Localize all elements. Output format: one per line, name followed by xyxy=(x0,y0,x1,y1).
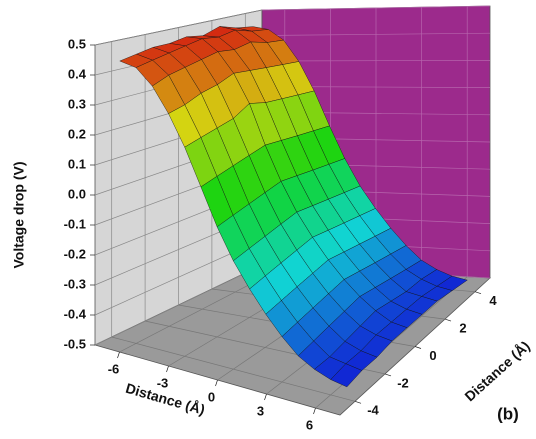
z-tick-label: 0.2 xyxy=(68,126,86,141)
y-axis-title: Distance (Å) xyxy=(461,338,532,405)
z-tick-label: -0.1 xyxy=(64,216,86,231)
y-tick-label: -4 xyxy=(367,403,379,418)
x-tick-label: -3 xyxy=(157,375,169,390)
tick-mark xyxy=(264,393,267,401)
z-tick-label: -0.4 xyxy=(64,306,87,321)
tick-mark xyxy=(414,346,422,349)
y-tick-label: 4 xyxy=(489,293,497,308)
labels: 0.5 0.4 0.3 0.2 0.1 0.0 -0.1 -0.2 -0.3 -0.4 -0.5 -6… xyxy=(64,36,498,432)
y-tick-label: 2 xyxy=(459,321,466,336)
z-tick-label: 0.3 xyxy=(68,96,86,111)
z-tick-label: -0.5 xyxy=(64,336,86,351)
x-tick-label: 0 xyxy=(208,389,215,404)
z-tick-label: 0.0 xyxy=(68,186,86,201)
panel-label: (b) xyxy=(497,404,519,423)
z-axis-title: Voltage drop (V) xyxy=(11,161,27,268)
tick-mark xyxy=(313,407,316,415)
z-tick-label: -0.3 xyxy=(64,276,86,291)
z-tick-label: 0.1 xyxy=(68,156,86,171)
tick-mark xyxy=(444,318,452,322)
surface xyxy=(119,26,468,388)
grid-line xyxy=(111,336,356,402)
tick-mark xyxy=(354,400,362,404)
surface-cell xyxy=(330,363,363,388)
tick-mark xyxy=(166,365,169,373)
z-tick-label: 0.5 xyxy=(68,36,86,51)
x-tick-label: 6 xyxy=(306,417,313,432)
x-tick-label: -6 xyxy=(108,361,120,376)
tick-mark xyxy=(117,351,120,359)
x-tick-label: 3 xyxy=(257,403,264,418)
y-tick-label: -2 xyxy=(397,375,409,390)
tick-mark xyxy=(215,379,218,387)
tick-mark xyxy=(474,291,482,295)
tick-mark xyxy=(384,373,392,377)
y-tick-label: 0 xyxy=(429,348,436,363)
z-tick-label: 0.4 xyxy=(68,66,87,81)
z-tick-label: -0.2 xyxy=(64,246,86,261)
